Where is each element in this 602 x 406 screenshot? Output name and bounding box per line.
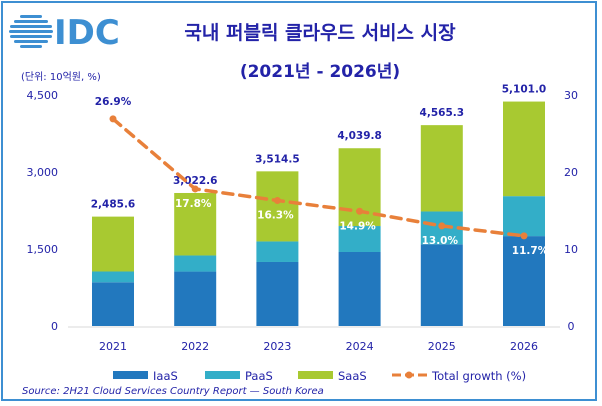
bar-saas-2022 [174, 192, 217, 256]
total-label: 5,101.0 [502, 84, 547, 96]
growth-line [111, 117, 526, 238]
bar-saas-2025 [420, 125, 463, 212]
chart-title: 국내 퍼블릭 클라우드 서비스 시장 [184, 22, 456, 44]
total-label: 4,565.3 [420, 107, 465, 119]
chart-subtitle: (2021년 - 2026년) [240, 62, 400, 82]
x-tick-label: 2026 [510, 340, 538, 353]
globe-icon [9, 15, 53, 48]
growth-point [438, 222, 446, 230]
y-tick-label: 4,500 [27, 89, 59, 102]
y2-tick-label: 20 [564, 166, 578, 179]
legend-swatch-iaas [113, 371, 148, 379]
total-label: 4,039.8 [337, 130, 382, 142]
bar-saas-2023 [256, 171, 299, 242]
growth-label: 17.8% [175, 198, 212, 210]
growth-point [273, 196, 281, 204]
bar-paas-2022 [174, 255, 217, 272]
legend: IaaS PaaS SaaS Total growth (%) [113, 369, 526, 383]
bar-saas-2021 [92, 216, 134, 272]
globe-stripe [9, 30, 53, 33]
bar-iaas-2025 [420, 244, 463, 326]
growth-label: 16.3% [257, 209, 294, 221]
bar-iaas-2022 [174, 271, 217, 326]
legend-label: PaaS [245, 369, 273, 383]
globe-stripe [14, 40, 48, 43]
globe-stripe [20, 15, 42, 18]
globe-stripe [10, 25, 52, 28]
globe-stripe [10, 35, 52, 38]
source-note: Source: 2H21 Cloud Services Country Repo… [22, 386, 324, 397]
y-tick-label: 0 [51, 320, 58, 333]
bar-paas-2024 [338, 226, 381, 252]
legend-swatch-growth-point [405, 371, 413, 379]
growth-label: 13.0% [422, 235, 459, 247]
growth-point [520, 232, 528, 240]
x-tick-label: 2024 [346, 340, 374, 353]
legend-label: SaaS [338, 369, 367, 383]
bar-saas-2026 [503, 101, 545, 197]
growth-point [109, 115, 117, 123]
y2-tick-label: 0 [568, 320, 575, 333]
globe-stripe [14, 20, 48, 23]
x-tick-label: 2021 [99, 340, 127, 353]
bar-iaas-2021 [92, 282, 134, 326]
logo-text: IDC [54, 13, 120, 53]
bar-iaas-2023 [256, 261, 299, 326]
y-tick-label: 3,000 [27, 166, 59, 179]
total-label: 2,485.6 [91, 199, 136, 211]
growth-label: 26.9% [95, 96, 132, 108]
unit-label: (단위: 10억원, %) [21, 70, 101, 83]
y2-tick-label: 30 [564, 89, 578, 102]
idc-logo: IDC [9, 13, 120, 53]
growth-point [191, 185, 199, 193]
growth-label: 14.9% [339, 220, 376, 232]
y2-tick-label: 10 [564, 243, 578, 256]
legend-label: Total growth (%) [431, 369, 526, 383]
globe-stripe [20, 45, 42, 48]
x-tick-label: 2025 [428, 340, 456, 353]
y-tick-label: 1,500 [27, 243, 59, 256]
chart-frame [1, 1, 597, 401]
legend-label: IaaS [153, 369, 178, 383]
legend-swatch-saas [298, 371, 333, 379]
growth-point [356, 207, 364, 215]
growth-label: 11.7% [512, 245, 549, 257]
bar-iaas-2026 [503, 236, 545, 326]
bar-paas-2021 [92, 271, 134, 283]
x-tick-label: 2023 [263, 340, 291, 353]
x-tick-label: 2022 [181, 340, 209, 353]
legend-swatch-paas [205, 371, 240, 379]
bar-paas-2026 [503, 196, 545, 237]
total-label: 3,514.5 [255, 153, 300, 165]
bar-paas-2023 [256, 241, 299, 262]
bar-iaas-2024 [338, 251, 381, 326]
